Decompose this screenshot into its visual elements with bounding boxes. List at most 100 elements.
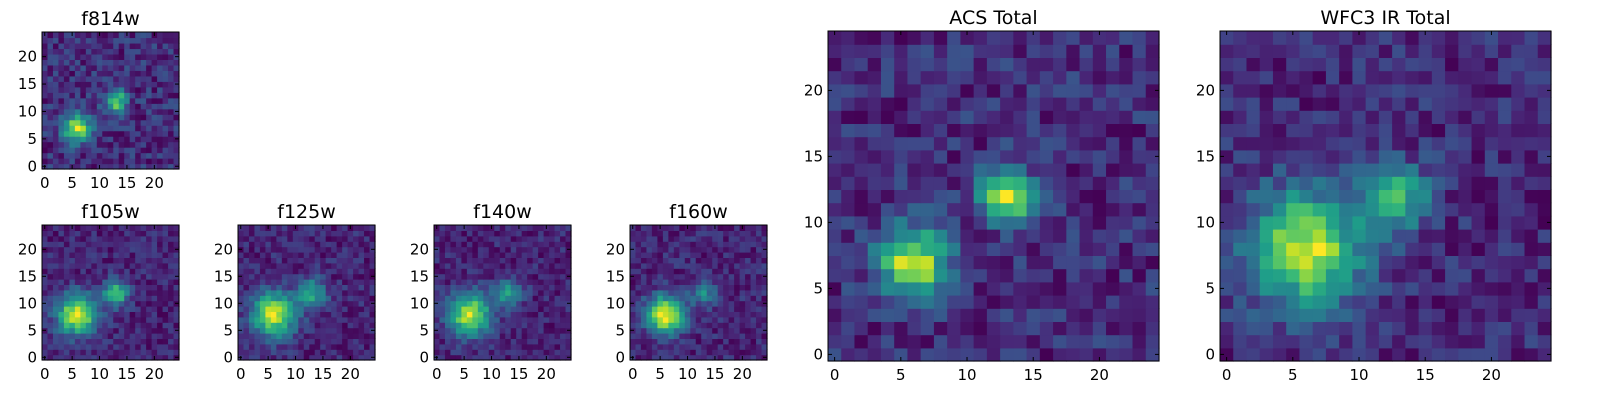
heatmap-cell xyxy=(450,338,457,345)
heatmap-cell xyxy=(472,343,479,350)
heatmap-cell xyxy=(140,268,147,275)
heatmap-cell xyxy=(728,306,735,312)
heatmap-cell xyxy=(466,343,473,350)
heatmap-cell xyxy=(756,295,763,302)
heatmap-cell xyxy=(1365,136,1380,151)
heatmap-cell xyxy=(854,57,869,72)
heatmap-cell xyxy=(933,57,948,72)
heatmap-cell xyxy=(880,97,895,111)
heatmap-cell xyxy=(630,235,637,242)
heatmap-cell xyxy=(1445,308,1459,322)
heatmap-cell xyxy=(173,103,180,110)
heatmap-cell xyxy=(1013,321,1028,336)
heatmap-cell xyxy=(118,108,125,115)
heatmap-cell xyxy=(238,241,245,248)
heatmap-cell xyxy=(1511,123,1526,138)
heatmap-cell xyxy=(1132,149,1147,164)
heatmap-cell xyxy=(91,257,98,264)
heatmap-cell xyxy=(505,279,512,285)
heatmap-cell xyxy=(717,268,724,275)
heatmap-cell xyxy=(668,262,675,269)
heatmap-cell xyxy=(80,241,87,248)
heatmap-cell xyxy=(1445,334,1459,349)
heatmap-cell xyxy=(717,306,724,312)
heatmap-cell xyxy=(347,273,354,280)
heatmap-cell xyxy=(52,37,60,44)
heatmap-cell xyxy=(1132,308,1147,322)
heatmap-cell xyxy=(455,241,462,248)
heatmap-cell xyxy=(325,338,332,345)
heatmap-cell xyxy=(630,230,637,237)
heatmap-cell xyxy=(135,289,142,296)
heatmap-cell xyxy=(118,53,125,60)
heatmap-cell xyxy=(466,246,473,253)
heatmap-cell xyxy=(173,75,180,82)
heatmap-cell xyxy=(1106,295,1120,309)
heatmap-cell xyxy=(723,279,730,285)
heatmap-cell xyxy=(450,327,457,334)
heatmap-cell xyxy=(690,268,697,275)
heatmap-cell xyxy=(505,230,512,237)
heatmap-cell xyxy=(1431,255,1446,270)
heatmap-cell xyxy=(505,225,512,231)
heatmap-cell xyxy=(162,327,169,334)
heatmap-cell xyxy=(157,279,164,285)
heatmap-cell xyxy=(287,225,294,231)
heatmap-cell xyxy=(102,262,109,269)
heatmap-cell xyxy=(684,300,691,307)
heatmap-cell xyxy=(135,327,142,334)
heatmap-cell xyxy=(151,147,158,154)
heatmap-cell xyxy=(549,289,556,296)
heatmap-cell xyxy=(69,42,76,50)
heatmap-cell xyxy=(281,257,288,264)
heatmap-cell xyxy=(162,42,169,50)
heatmap-cell xyxy=(168,130,175,137)
heatmap-cell xyxy=(358,246,365,253)
heatmap-cell xyxy=(543,349,550,356)
heatmap-cell xyxy=(828,308,842,322)
heatmap-cell xyxy=(1092,202,1107,217)
heatmap-cell xyxy=(1286,347,1301,362)
heatmap-cell xyxy=(281,311,288,318)
heatmap-cell xyxy=(1537,57,1552,72)
heatmap-cell xyxy=(1259,176,1274,190)
heatmap-cell xyxy=(1272,44,1287,58)
heatmap-cell xyxy=(162,152,169,159)
heatmap-cell xyxy=(238,289,245,296)
heatmap-cell xyxy=(129,300,136,307)
heatmap-cell xyxy=(347,311,354,318)
heatmap-cell xyxy=(331,252,338,258)
heatmap-cell xyxy=(750,300,757,307)
heatmap-cell xyxy=(107,225,114,231)
heatmap-cell xyxy=(58,75,65,82)
heatmap-cell xyxy=(455,289,462,296)
heatmap-cell xyxy=(1246,70,1261,85)
heatmap-cell xyxy=(303,295,310,302)
heatmap-cell xyxy=(1445,229,1459,243)
heatmap-cell xyxy=(1066,163,1081,177)
heatmap-cell xyxy=(828,97,842,111)
heatmap-cell xyxy=(80,119,87,126)
heatmap-cell xyxy=(173,322,180,329)
heatmap-cell xyxy=(69,252,76,258)
heatmap-cell xyxy=(1498,83,1512,98)
heatmap-cell xyxy=(712,235,719,242)
heatmap-cell xyxy=(91,70,98,77)
heatmap-cell xyxy=(635,241,642,248)
heatmap-cell xyxy=(640,262,648,269)
heatmap-cell xyxy=(728,354,735,361)
heatmap-cell xyxy=(1458,176,1473,190)
heatmap-cell xyxy=(505,273,512,280)
heatmap-cell xyxy=(1498,176,1512,190)
heatmap-cell xyxy=(157,86,164,93)
heatmap-cell xyxy=(47,92,54,99)
heatmap-cell xyxy=(124,268,131,275)
heatmap-cell xyxy=(162,64,169,71)
heatmap-cell xyxy=(254,262,261,269)
heatmap-cell xyxy=(543,284,550,291)
heatmap-cell xyxy=(265,289,272,296)
heatmap-cell xyxy=(706,273,713,280)
heatmap-cell xyxy=(276,327,283,334)
heatmap-cell xyxy=(1119,295,1134,309)
heatmap-cell xyxy=(42,114,49,121)
